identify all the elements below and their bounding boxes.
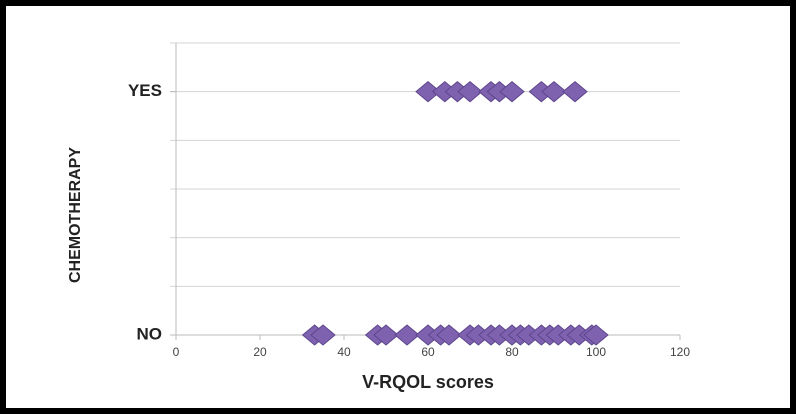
point xyxy=(310,324,336,346)
x-tick-label: 0 xyxy=(173,345,180,359)
x-tick-label: 40 xyxy=(337,345,351,359)
x-tick-label: 80 xyxy=(505,345,519,359)
y-tick-label: NO xyxy=(137,324,163,343)
x-tick-label: 20 xyxy=(253,345,267,359)
x-tick-label: 100 xyxy=(586,345,606,359)
point xyxy=(583,324,609,346)
point xyxy=(499,81,525,103)
y-axis-title: CHEMOTHERAPY xyxy=(67,147,84,283)
x-axis-title: V-RQOL scores xyxy=(362,372,494,392)
point xyxy=(562,81,588,103)
x-tick-label: 60 xyxy=(421,345,435,359)
x-tick-label: 120 xyxy=(670,345,690,359)
y-tick-label: YES xyxy=(128,81,162,100)
